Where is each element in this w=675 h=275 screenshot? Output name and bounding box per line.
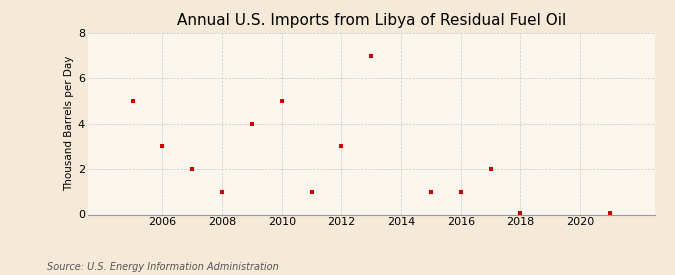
Point: [425, 190, 436, 194]
Point: [605, 211, 616, 216]
Point: [276, 99, 287, 103]
Point: [246, 122, 257, 126]
Y-axis label: Thousand Barrels per Day: Thousand Barrels per Day: [63, 56, 74, 191]
Point: [127, 99, 138, 103]
Point: [306, 190, 317, 194]
Point: [515, 211, 526, 216]
Point: [217, 190, 227, 194]
Point: [187, 167, 198, 171]
Text: Source: U.S. Energy Information Administration: Source: U.S. Energy Information Administ…: [47, 262, 279, 272]
Point: [456, 190, 466, 194]
Point: [157, 144, 168, 148]
Point: [336, 144, 347, 148]
Point: [485, 167, 496, 171]
Point: [366, 53, 377, 58]
Title: Annual U.S. Imports from Libya of Residual Fuel Oil: Annual U.S. Imports from Libya of Residu…: [177, 13, 566, 28]
